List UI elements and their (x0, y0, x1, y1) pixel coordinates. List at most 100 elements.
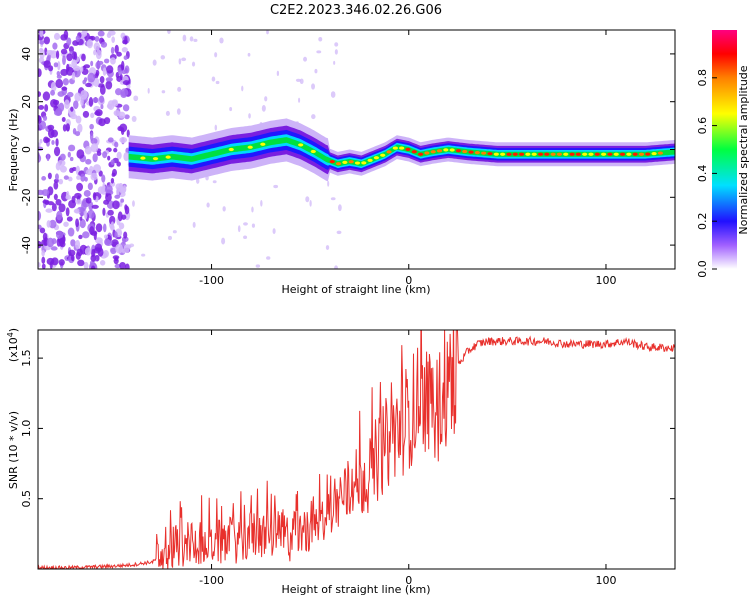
noise-blob (118, 184, 124, 193)
noise-blob (215, 80, 220, 85)
noise-blob (54, 173, 59, 181)
ridge-hotspot (424, 151, 430, 155)
noise-blob (120, 198, 125, 203)
ridge-hotspot (260, 142, 266, 146)
spectrogram-x-tick-label: 0 (405, 274, 412, 287)
noise-blob (176, 108, 181, 115)
noise-blob (117, 211, 123, 222)
noise-blob (110, 247, 117, 255)
snr-y-tick-label: 1.0 (20, 420, 33, 438)
noise-blob (38, 240, 42, 249)
noise-blob (46, 220, 51, 228)
ridge-hotspot (638, 152, 645, 156)
noise-blob (333, 60, 336, 65)
noise-blob (334, 265, 338, 269)
ridge-hotspot (190, 157, 197, 161)
noise-blob (330, 197, 336, 201)
noise-blob (177, 86, 182, 92)
ridge-hotspot (500, 152, 506, 156)
noise-blob (38, 146, 44, 151)
snr-x-tick-label: 0 (405, 574, 412, 587)
noise-blob (53, 146, 61, 157)
noise-blob (100, 41, 108, 48)
noise-blob (46, 237, 55, 248)
ridge-hotspots (134, 138, 664, 166)
colorbar-label: Normalized spectral amplitude (737, 65, 750, 234)
ridge-hotspot (304, 146, 310, 150)
noise-blob (39, 30, 44, 38)
ridge-hotspot (525, 152, 531, 156)
noise-blob (62, 124, 67, 132)
snr-x-tick-label: 100 (595, 574, 616, 587)
noise-blob (38, 68, 42, 77)
noise-blob (64, 99, 70, 110)
noise-blob (105, 77, 113, 82)
noise-blob (70, 106, 74, 112)
ridge-hotspot (197, 155, 203, 159)
noise-blob (84, 176, 88, 182)
snr-scale-label: (x104) (6, 328, 20, 362)
noise-blob (46, 257, 55, 266)
noise-blob (42, 115, 48, 121)
noise-blob (76, 149, 85, 159)
noise-blob (53, 193, 58, 201)
ridge-hotspot (222, 149, 228, 153)
noise-blob (76, 182, 84, 192)
noise-blob (261, 105, 266, 112)
snr-frame (37, 329, 676, 570)
noise-blob (237, 225, 241, 233)
noise-blob (41, 263, 46, 269)
noise-blob (94, 243, 103, 252)
spectrogram-x-tick-label: 100 (595, 274, 616, 287)
noise-blob (111, 36, 115, 43)
ridge-hotspot (323, 157, 329, 161)
noise-blob (75, 115, 82, 124)
noise-blob (330, 91, 336, 98)
ridge-hotspot (285, 138, 291, 143)
spectrogram-y-tick-label: 0 (20, 146, 33, 153)
noise-blob (114, 141, 119, 148)
ridge-hotspot (613, 152, 619, 156)
noise-blob (192, 221, 196, 228)
noise-blob (89, 165, 94, 173)
colorbar: 0.0 0.2 0.4 0.6 0.8 Normalized spectral ampl… (696, 30, 750, 278)
noise-blob (92, 153, 98, 163)
noise-blob (99, 95, 105, 103)
ridge-hotspot (399, 146, 405, 150)
noise-blob (114, 44, 119, 54)
ridge-hotspot (493, 152, 499, 156)
noise-blob (82, 110, 90, 118)
noise-blob (110, 46, 115, 55)
ridge-hotspot (291, 141, 297, 145)
ridge-hotspot (140, 156, 146, 160)
noise-blob (94, 36, 100, 42)
ridge-hotspot (632, 152, 638, 156)
noise-blob (93, 49, 97, 56)
ridge-hotspot (178, 156, 184, 160)
noise-blob (132, 200, 135, 207)
ridge-hotspot (468, 150, 474, 154)
ridge-hotspot (317, 153, 323, 157)
noise-blob (104, 184, 113, 194)
noise-blob (147, 87, 150, 94)
ridge-hotspot (367, 158, 373, 162)
noise-blob (41, 189, 50, 196)
colorbar-tick-label: 0.6 (696, 117, 709, 135)
noise-blob (71, 59, 78, 68)
noise-blob (111, 100, 119, 107)
ridge-hotspot (241, 146, 247, 150)
noise-blob (68, 199, 76, 209)
noise-blob (75, 199, 83, 205)
noise-blob (79, 66, 84, 73)
noise-blob (93, 42, 100, 51)
ridge-hotspot (474, 151, 480, 155)
noise-blob (67, 176, 73, 182)
noise-blob (51, 203, 57, 212)
noise-blob (70, 254, 75, 262)
noise-blob (38, 210, 42, 221)
ridge-hotspot (171, 155, 178, 159)
noise-blob (309, 199, 312, 207)
noise-blob (51, 140, 55, 145)
ridge-hotspot (607, 152, 613, 156)
noise-blob (247, 52, 251, 57)
